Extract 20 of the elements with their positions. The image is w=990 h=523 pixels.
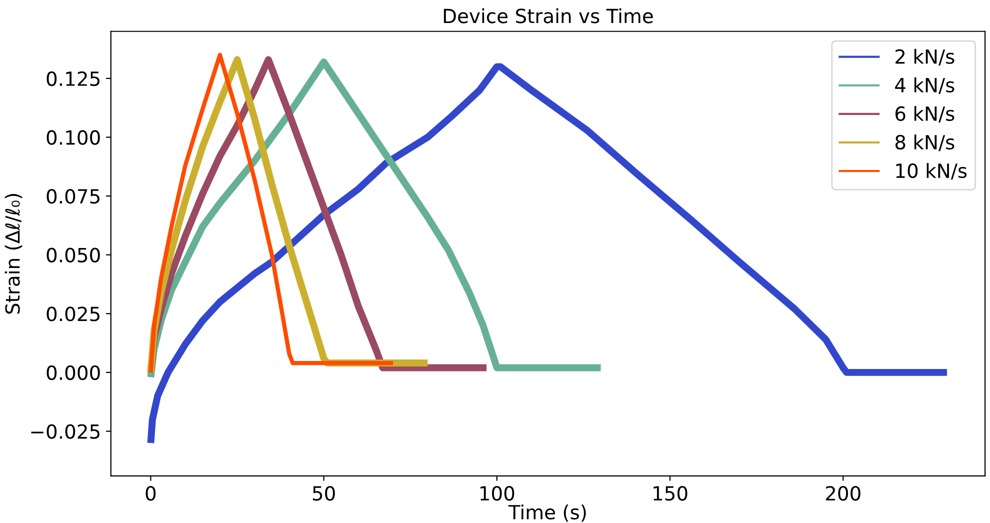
y-tick-label: 0.025 [46,306,100,322]
x-tick-label: 100 [480,486,514,501]
chart-title: Device Strain vs Time [444,8,653,24]
legend-label: 10 kN/s [896,163,967,180]
y-tick-label: 0.125 [46,71,100,86]
x-tick-label: 0 [146,486,156,501]
legend-label: 4 kN/s [895,77,954,94]
y-tick-label: −0.025 [31,424,100,439]
x-axis-title: Time (s) [508,504,586,522]
legend-label: 8 kN/s [895,134,954,152]
y-tick-label: 0.000 [46,365,100,380]
y-tick-label: 0.100 [46,130,100,145]
x-tick-label: 50 [312,486,335,501]
x-tick-label: 200 [826,486,860,501]
x-tick-label: 150 [654,486,688,501]
y-tick-label: 0.075 [46,188,100,204]
legend-label: 2 kN/s [896,48,954,66]
legend-label: 6 kN/s [896,106,954,123]
y-axis-title: Strain (Δℓ/ℓ₀) [4,194,22,314]
y-tick-label: 0.050 [46,248,100,262]
